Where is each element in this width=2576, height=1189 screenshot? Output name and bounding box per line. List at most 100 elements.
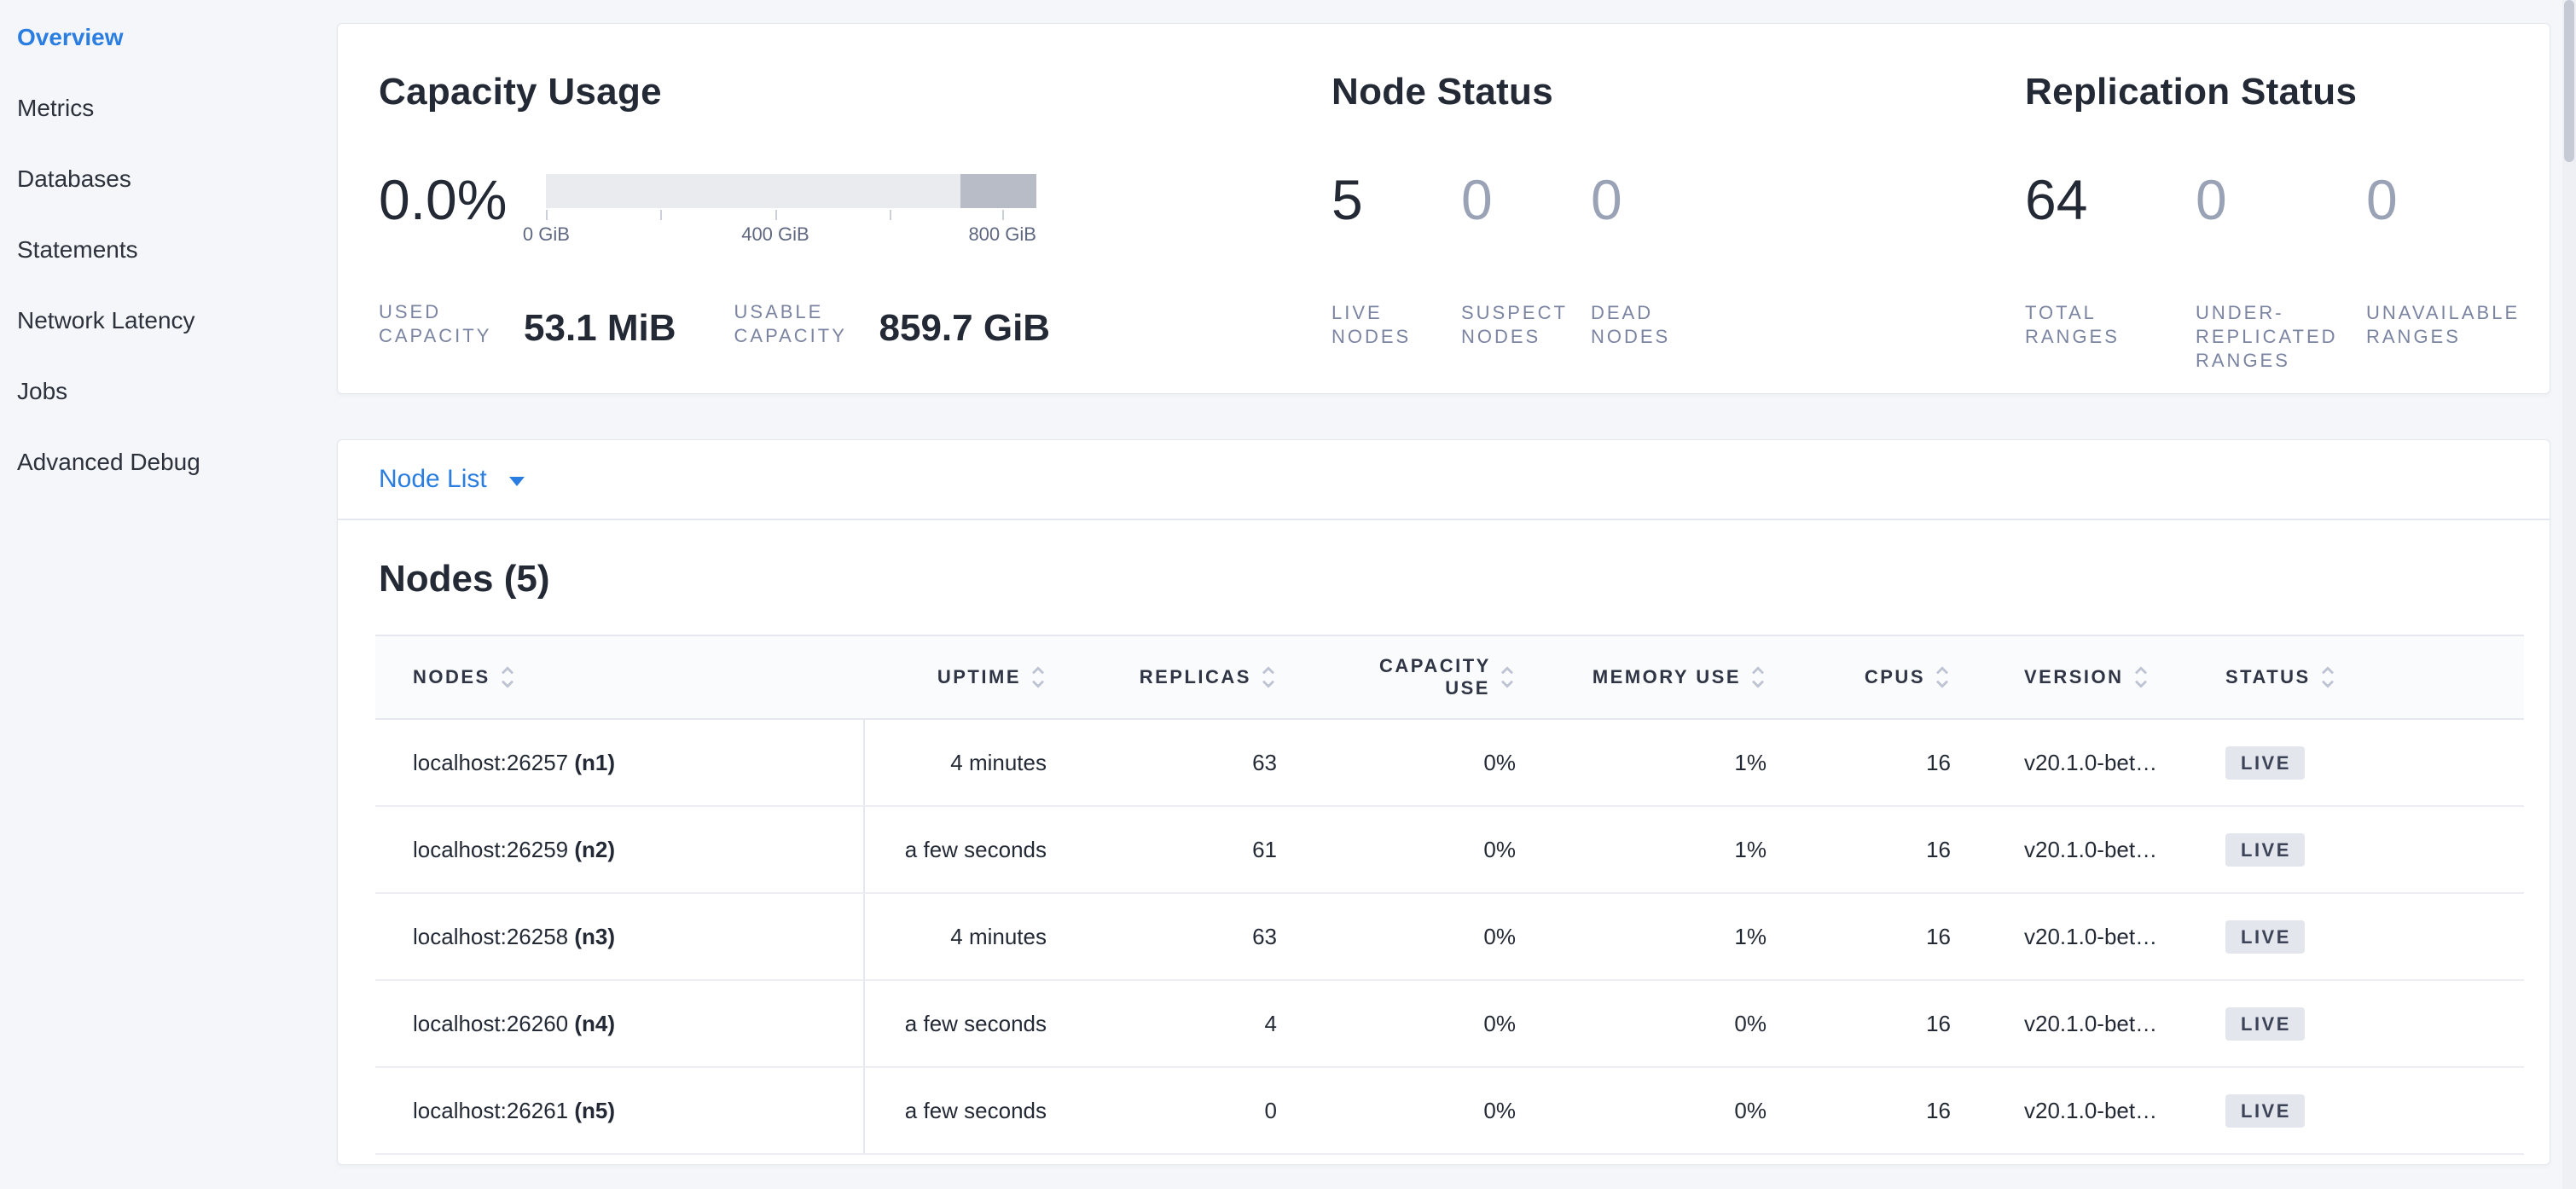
node-version: v20.1.0-bet… [1981,719,2173,807]
nodes-table-header-row: NODES UPTIME REPLICAS CAPACIT [375,635,2524,720]
column-header-label: CAPACITY USE [1379,655,1491,699]
node-row[interactable]: localhost:26259 (n2) a few seconds 61 0%… [375,806,2524,894]
column-header-nodes[interactable]: NODES [375,635,864,720]
sort-icon[interactable] [1499,664,1516,690]
column-header-label: CPUS [1864,666,1925,687]
gauge-tick [889,210,891,220]
dead-nodes-value: 0 [1591,168,1622,231]
sort-icon[interactable] [2319,664,2336,690]
node-address[interactable]: localhost:26261 [413,1097,569,1123]
column-header-replicas[interactable]: REPLICAS [1077,635,1308,720]
main-content: Capacity Usage 0.0% 0 GiB [316,0,2576,1189]
node-list-card: Node List Nodes (5) NODES [337,439,2550,1165]
node-id: (n4) [574,1010,616,1036]
node-row[interactable]: localhost:26261 (n5) a few seconds 0 0% … [375,1067,2524,1155]
used-capacity-value: 53.1 MiB [524,307,676,349]
node-replicas: 4 [1077,980,1308,1068]
node-status-section: Node Status 5 LIVE NODES 0 SUSPECT NODES… [1332,72,2025,393]
node-row[interactable]: localhost:26260 (n4) a few seconds 4 0% … [375,980,2524,1068]
node-address[interactable]: localhost:26259 [413,836,569,862]
under-replicated-ranges-stat: 0 UNDER-REPLICATED RANGES [2196,165,2354,373]
column-header-memory-use[interactable]: MEMORY USE [1546,635,1797,720]
node-capacity-use: 0% [1308,980,1546,1068]
node-cpus: 16 [1797,719,1981,807]
sidebar-item-network-latency[interactable]: Network Latency [17,306,195,334]
caret-down-icon [508,476,525,486]
capacity-gauge-track [546,174,1037,208]
node-id: (n2) [574,836,616,862]
status-badge: LIVE [2225,1093,2305,1128]
sort-icon[interactable] [1749,664,1767,690]
column-header-status[interactable]: STATUS [2173,635,2524,720]
node-cpus: 16 [1797,980,1981,1068]
replication-status-section: Replication Status 64 TOTAL RANGES 0 UND… [2025,72,2537,393]
node-uptime: 4 minutes [864,719,1077,807]
node-capacity-use: 0% [1308,893,1546,981]
sidebar-item-databases[interactable]: Databases [17,165,131,192]
node-version: v20.1.0-bet… [1981,980,2173,1068]
under-replicated-ranges-value: 0 [2196,168,2227,231]
page-scrollbar[interactable] [2562,0,2576,1189]
node-address[interactable]: localhost:26257 [413,749,569,775]
column-header-label: VERSION [2024,666,2124,687]
status-badge: LIVE [2225,919,2305,954]
node-id: (n5) [574,1097,616,1123]
node-list-header: Node List [338,440,2550,520]
sort-icon[interactable] [2132,664,2150,690]
column-header-label: STATUS [2225,666,2311,687]
suspect-nodes-stat: 0 SUSPECT NODES [1461,165,1586,349]
column-header-version[interactable]: VERSION [1981,635,2173,720]
column-header-label: UPTIME [937,666,1021,687]
gauge-tick [546,210,548,220]
node-id: (n3) [574,923,616,949]
status-badge: LIVE [2225,745,2305,780]
usable-capacity-stat: USABLE CAPACITY 859.7 GiB [734,300,1051,348]
node-version: v20.1.0-bet… [1981,1067,2173,1155]
node-memory-use: 1% [1546,893,1797,981]
scrollbar-thumb[interactable] [2564,0,2574,162]
used-capacity-stat: USED CAPACITY 53.1 MiB [379,300,676,348]
node-row[interactable]: localhost:26258 (n3) 4 minutes 63 0% 1% … [375,893,2524,981]
gauge-tick [1002,210,1005,220]
sort-icon[interactable] [1260,664,1277,690]
suspect-nodes-label: SUSPECT NODES [1461,302,1568,347]
node-memory-use: 0% [1546,980,1797,1068]
node-capacity-use: 0% [1308,719,1546,807]
sidebar-item-advanced-debug[interactable]: Advanced Debug [17,448,200,475]
live-nodes-value: 5 [1332,168,1363,231]
sidebar-item-statements[interactable]: Statements [17,235,138,263]
node-memory-use: 1% [1546,719,1797,807]
sort-icon[interactable] [1934,664,1951,690]
total-ranges-stat: 64 TOTAL RANGES [2025,165,2184,373]
unavailable-ranges-stat: 0 UNAVAILABLE RANGES [2366,165,2525,373]
dead-nodes-label: DEAD NODES [1591,302,1671,347]
cluster-summary-card: Capacity Usage 0.0% 0 GiB [337,23,2550,394]
node-list-selector[interactable]: Node List [379,465,525,494]
column-header-uptime[interactable]: UPTIME [864,635,1077,720]
node-address[interactable]: localhost:26260 [413,1010,569,1036]
capacity-gauge-ticks [546,208,1036,220]
total-ranges-value: 64 [2025,168,2088,231]
node-version: v20.1.0-bet… [1981,893,2173,981]
node-id: (n1) [574,749,616,775]
node-address[interactable]: localhost:26258 [413,923,569,949]
node-row[interactable]: localhost:26257 (n1) 4 minutes 63 0% 1% … [375,719,2524,807]
node-list-body: Nodes (5) NODES UPTIME [338,558,2550,1155]
gauge-tick-label: 0 GiB [522,223,570,245]
column-header-cpus[interactable]: CPUS [1797,635,1981,720]
unavailable-ranges-value: 0 [2366,168,2398,231]
nodes-count-heading: Nodes (5) [379,558,550,600]
sidebar-item-overview[interactable]: Overview [17,23,124,50]
sidebar-item-jobs[interactable]: Jobs [17,377,68,404]
sort-icon[interactable] [499,664,516,690]
suspect-nodes-value: 0 [1461,168,1493,231]
status-badge: LIVE [2225,1006,2305,1041]
sort-icon[interactable] [1030,664,1047,690]
node-uptime: a few seconds [864,980,1077,1068]
replication-status-title: Replication Status [2025,71,2358,113]
column-header-capacity-use[interactable]: CAPACITY USE [1308,635,1546,720]
sidebar-item-metrics[interactable]: Metrics [17,94,95,121]
node-list-selector-label: Node List [379,465,487,493]
gauge-tick [775,210,777,220]
capacity-used-percent: 0.0% [379,168,508,231]
